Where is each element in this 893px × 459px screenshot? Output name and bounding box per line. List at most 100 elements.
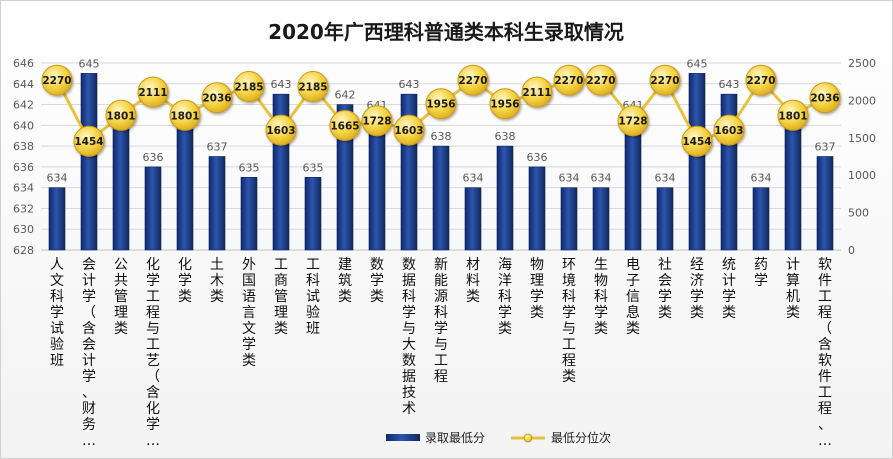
bar [304,176,322,251]
bar [144,166,162,251]
rank-marker [681,125,713,157]
chart-title: 2020年广西理科普通类本科生录取情况 [268,20,624,44]
rank-marker [457,64,489,96]
bar [432,145,450,251]
bar-value-label: 634 [655,172,676,185]
left-tick-label: 642 [13,99,34,112]
rank-value-label: 1956 [490,99,519,111]
rank-value-label: 2270 [554,75,583,87]
legend-line-marker [523,433,533,443]
rank-value-label: 2036 [810,93,839,105]
rank-marker [777,99,809,131]
rank-marker [265,114,297,146]
rank-value-label: 2185 [298,82,327,94]
bar-value-label: 637 [207,141,228,154]
rank-marker [649,64,681,96]
legend-line-label: 最低分位次 [551,430,611,445]
category-label: 材料类 [466,257,480,305]
category-label: 经济学类 [690,257,704,321]
category-label: 环境科学与工程类 [562,257,576,385]
rank-value-label: 1454 [682,136,711,148]
bar [528,166,546,251]
rank-marker [713,114,745,146]
left-tick-label: 634 [13,182,34,195]
right-tick-label: 2000 [848,94,876,107]
rank-marker [233,71,265,103]
bar [80,73,98,251]
bar-value-labels: 6346456406366406376356436356426416436386… [47,57,836,184]
category-label: 新能源科学与工程 [434,257,448,385]
rank-value-label: 1728 [362,116,391,128]
bar-value-label: 638 [495,130,516,143]
rank-marker [329,109,361,141]
rank-value-label: 1603 [266,125,295,137]
category-label: 软件工程（含软件工程、… [818,257,832,449]
bar-value-label: 638 [431,130,452,143]
bar-value-label: 634 [463,172,484,185]
bar-value-label: 634 [591,172,612,185]
legend: 录取最低分 最低分位次 [386,430,611,445]
bar-value-label: 645 [687,57,708,70]
line-series: 2270145418012111180120362185160321851665… [41,64,841,157]
category-label: 生物科学类 [594,257,608,337]
bar-value-label: 634 [47,172,68,185]
rank-value-label: 2036 [202,93,231,105]
category-label: 数学类 [370,257,384,305]
rank-marker [745,64,777,96]
rank-value-label: 1801 [170,110,199,122]
rank-marker [297,71,329,103]
bar-value-label: 636 [143,151,164,164]
bar [112,125,130,251]
rank-marker [393,114,425,146]
rank-marker [73,125,105,157]
left-tick-label: 636 [13,161,34,174]
left-tick-label: 628 [13,244,34,257]
left-tick-label: 638 [13,140,34,153]
rank-marker [361,105,393,137]
category-label: 物理学类 [530,257,544,321]
bar-value-label: 643 [399,78,420,91]
category-label: 外国语言文学类 [242,257,256,369]
bar [496,145,514,251]
bar-value-label: 635 [303,161,324,174]
bar-value-label: 636 [527,151,548,164]
category-label: 会计学（含会计学、财务… [82,257,96,449]
category-label: 土木类 [210,257,224,305]
bar-value-label: 642 [335,89,356,102]
rank-value-label: 1665 [330,120,359,132]
bar [784,125,802,251]
rank-value-label: 2270 [586,75,615,87]
rank-value-label: 2185 [234,82,263,94]
rank-value-label: 1956 [426,99,455,111]
rank-value-label: 2111 [522,87,551,99]
left-tick-label: 632 [13,202,34,215]
rank-value-label: 1603 [394,125,423,137]
rank-marker [553,64,585,96]
rank-marker [617,105,649,137]
bar [336,104,354,251]
category-label: 计算机类 [786,257,800,321]
left-tick-label: 630 [13,223,34,236]
bar [656,187,674,251]
bar-value-label: 634 [751,172,772,185]
category-labels: 人文科学试验班 会计学（含会计学、财务… 公共管理类 化学工程与工艺（含化学… 化学类 土… [50,257,832,449]
rank-marker [489,88,521,120]
right-tick-label: 1500 [848,132,876,145]
rank-marker [425,88,457,120]
rank-marker [169,99,201,131]
category-label: 工商管理类 [274,257,288,337]
category-label: 建筑类 [338,257,352,305]
right-y-axis: 0 500 1000 1500 2000 2500 [848,57,876,257]
bar-value-label: 634 [559,172,580,185]
category-label: 化学工程与工艺（含化学… [146,257,160,449]
category-label: 公共管理类 [114,257,128,337]
category-label: 人文科学试验班 [50,257,64,369]
bar-value-label: 643 [719,78,740,91]
left-tick-label: 640 [13,119,34,132]
rank-value-label: 2270 [746,75,775,87]
category-label: 海洋科学类 [498,257,512,337]
rank-value-label: 2270 [458,75,487,87]
bar [176,125,194,251]
rank-value-label: 2270 [42,75,71,87]
